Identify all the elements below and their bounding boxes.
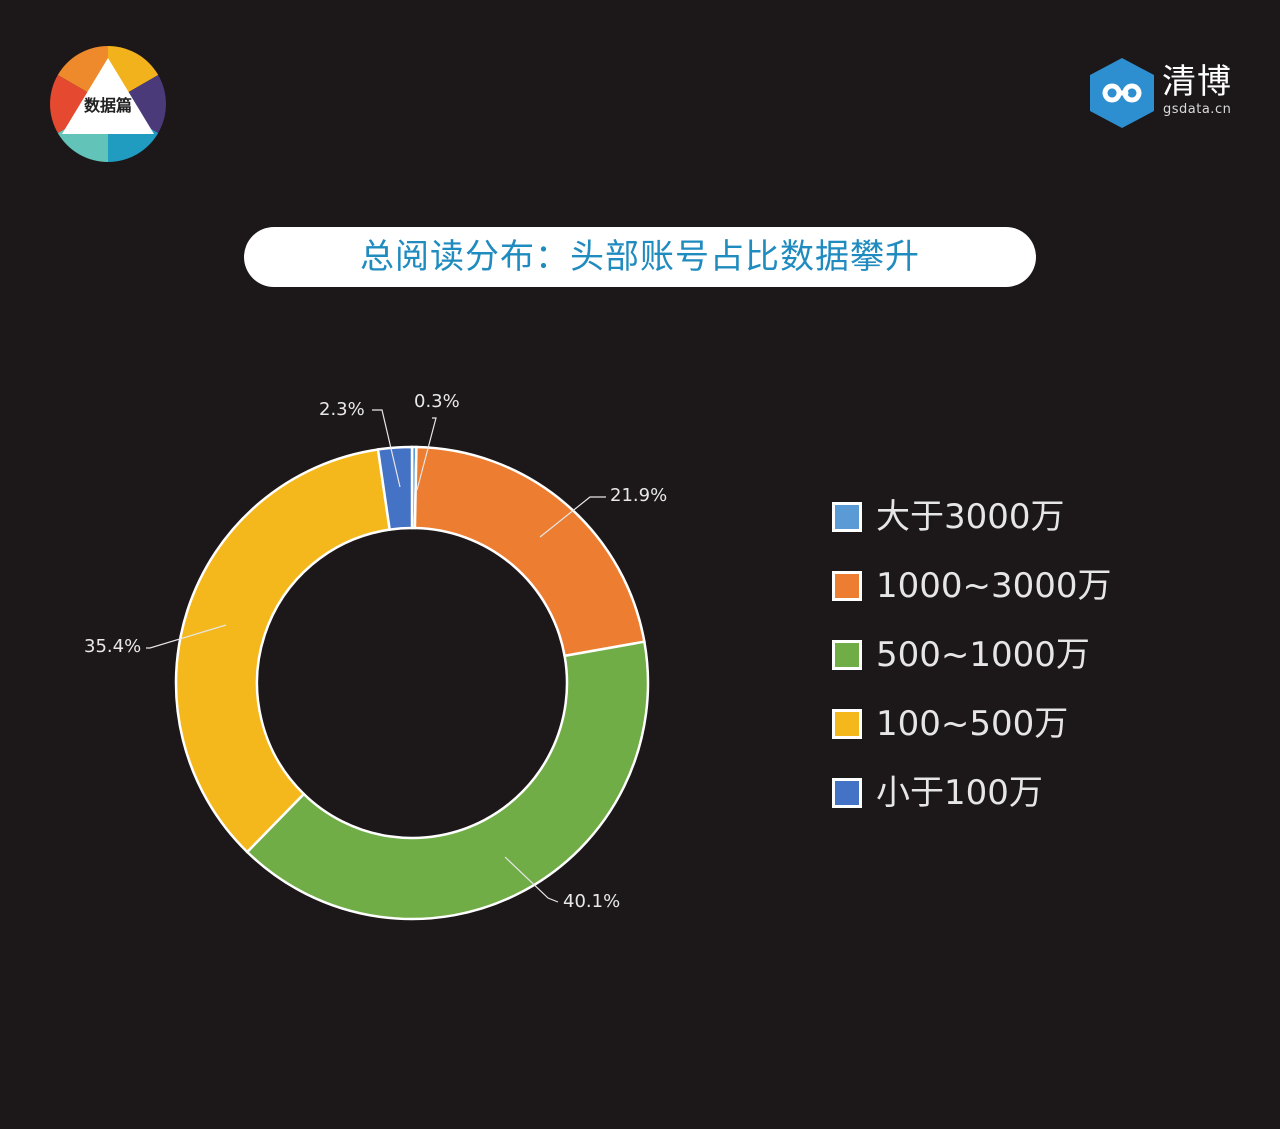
color-wheel-icon [50, 46, 166, 162]
legend-swatch [832, 709, 862, 739]
data-label-gt3000: 0.3% [414, 391, 460, 412]
leader-line [504, 856, 559, 903]
brand-name: 清博 [1162, 62, 1232, 102]
brand-domain: gsdata.cn [1163, 102, 1232, 117]
legend-swatch [832, 502, 862, 532]
data-label-lt100: 2.3% [319, 399, 365, 420]
donut-slice [376, 445, 414, 532]
legend-item-1000-3000: 1000~3000万 [832, 563, 1112, 609]
legend-item-100-500: 100~500万 [832, 701, 1112, 747]
legend-label: 1000~3000万 [876, 566, 1112, 606]
legend-swatch [832, 640, 862, 670]
leader-line [416, 417, 437, 491]
legend-label: 500~1000万 [876, 635, 1090, 675]
title-banner: 总阅读分布：头部账号占比数据攀升 [244, 227, 1036, 287]
data-label-500-1000: 40.1% [563, 891, 621, 912]
legend-label: 大于3000万 [876, 497, 1065, 537]
donut-slice [413, 445, 646, 658]
chart-title: 总阅读分布：头部账号占比数据攀升 [360, 237, 920, 277]
legend-item-lt100: 小于100万 [832, 770, 1112, 816]
legend-swatch [832, 571, 862, 601]
donut-slice [174, 448, 392, 854]
leader-line [146, 624, 227, 649]
legend-item-500-1000: 500~1000万 [832, 632, 1112, 678]
data-label-100-500: 35.4% [84, 636, 142, 657]
leader-line [539, 496, 606, 538]
legend-item-gt3000: 大于3000万 [832, 494, 1112, 540]
section-badge: 数据篇 [50, 46, 166, 162]
legend-label: 小于100万 [876, 773, 1043, 813]
badge-label: 数据篇 [83, 96, 132, 115]
legend-label: 100~500万 [876, 704, 1069, 744]
donut-slice [245, 640, 650, 921]
infinity-hexagon-icon [1090, 58, 1154, 128]
brand-logo: 清博 gsdata.cn [1090, 58, 1240, 128]
chart-legend: 大于3000万 1000~3000万 500~1000万 100~500万 小于… [832, 494, 1112, 839]
leader-line [372, 409, 401, 488]
data-label-1000-3000: 21.9% [610, 485, 668, 506]
legend-swatch [832, 778, 862, 808]
